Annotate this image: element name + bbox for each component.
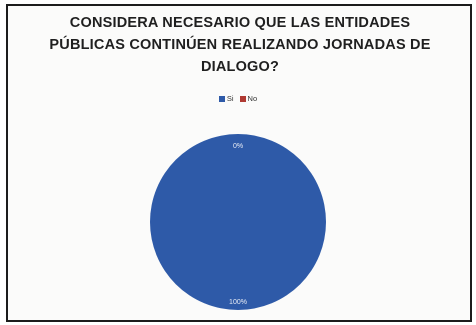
legend-label-si: Si: [226, 94, 234, 103]
chart-title-line-1: CONSIDERA NECESARIO QUE LAS ENTIDADES: [69, 15, 411, 31]
legend-item-si: Si: [218, 94, 234, 103]
legend-swatch-no: [239, 95, 246, 102]
pie-slices: [150, 134, 326, 310]
pie-slice-si: [150, 134, 326, 310]
chart-title: CONSIDERA NECESARIO QUE LAS ENTIDADES PÚ…: [10, 12, 470, 78]
chart-legend: Si No: [0, 94, 476, 103]
chart-title-line-2: PÚBLICAS CONTINÚEN REALIZANDO JORNADAS D…: [49, 37, 431, 53]
legend-label-no: No: [247, 94, 258, 103]
legend-item-no: No: [239, 94, 258, 103]
data-label-no: 0%: [233, 143, 243, 150]
chart-title-line-3: DIALOGO?: [200, 59, 280, 75]
data-label-si: 100%: [229, 299, 247, 306]
legend-swatch-si: [218, 95, 225, 102]
pie-labels: 100% 0%: [229, 143, 247, 306]
